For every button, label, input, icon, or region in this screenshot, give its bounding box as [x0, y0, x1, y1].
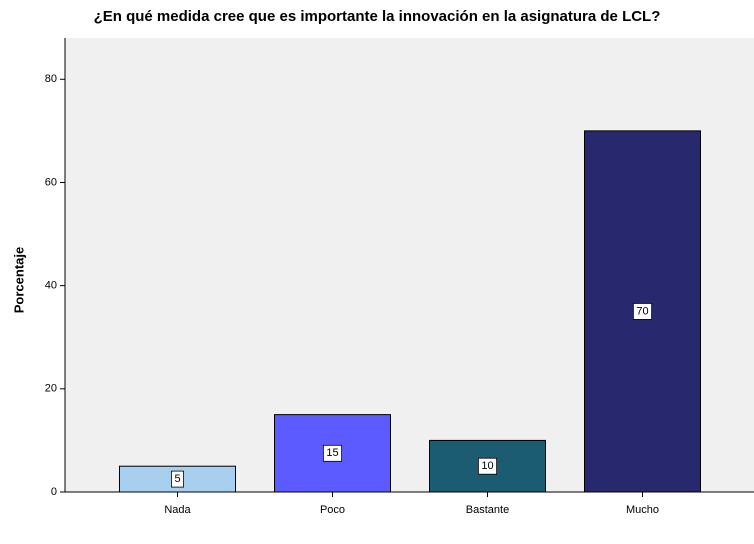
- data-label: 15: [326, 447, 338, 459]
- data-label: 70: [636, 305, 648, 317]
- data-label: 10: [481, 460, 493, 472]
- y-tick-label: 40: [45, 280, 57, 292]
- y-tick-label: 60: [45, 176, 57, 188]
- chart-title: ¿En qué medida cree que es importante la…: [94, 8, 661, 25]
- y-tick-label: 80: [45, 73, 57, 85]
- y-axis-label: Porcentaje: [11, 247, 26, 313]
- data-label-box: [322, 444, 343, 462]
- x-tick-label: Mucho: [626, 504, 659, 516]
- data-label: 5: [174, 473, 180, 485]
- x-tick-label: Poco: [320, 504, 345, 516]
- data-label-box: [477, 457, 498, 475]
- y-tick-label: 20: [45, 383, 57, 395]
- data-label-box: [632, 303, 653, 320]
- y-tick-label: 0: [51, 486, 57, 498]
- x-tick-label: Nada: [164, 504, 191, 516]
- data-label-box: [171, 470, 184, 488]
- x-tick-label: Bastante: [466, 504, 509, 516]
